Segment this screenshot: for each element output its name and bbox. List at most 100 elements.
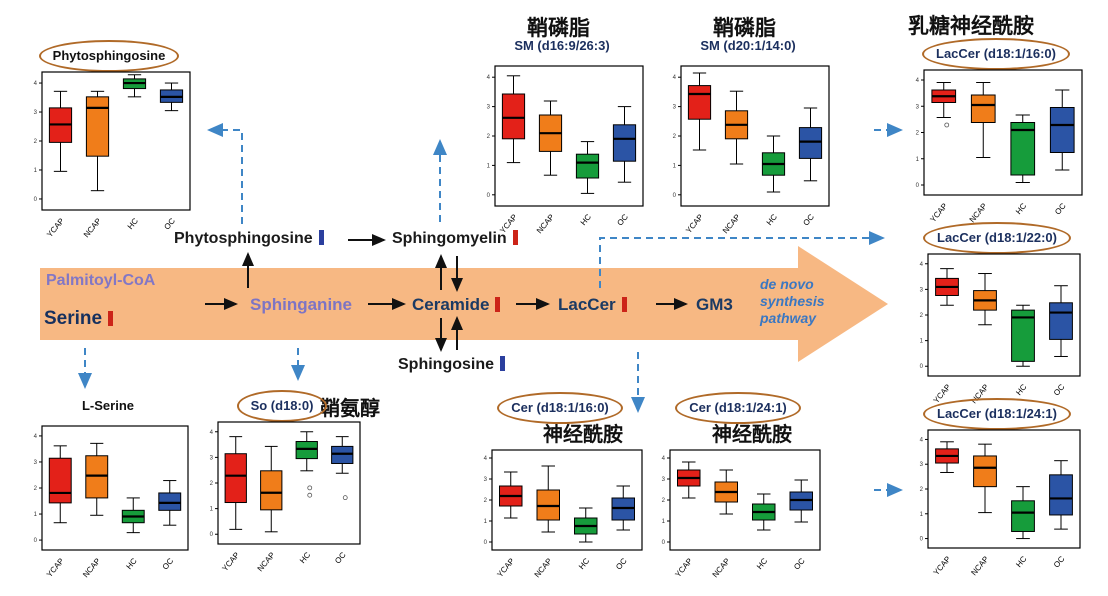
svg-text:NCAP: NCAP bbox=[968, 202, 989, 225]
svg-text:2: 2 bbox=[487, 134, 491, 140]
plot-laccer-16: LacCer (d18:1/16:0) 0 1 2 3 4 YCAP NCAP HC OC bbox=[896, 38, 1096, 244]
svg-text:1: 1 bbox=[920, 512, 924, 518]
svg-text:OC: OC bbox=[801, 212, 816, 227]
plot-title-phytosphingosine: Phytosphingosine bbox=[38, 40, 180, 72]
significance-bar-red-icon bbox=[621, 297, 627, 312]
cn-label-ceramide-2: 神经酰胺 bbox=[712, 422, 792, 446]
significance-bar-blue-icon bbox=[500, 356, 505, 371]
svg-text:NCAP: NCAP bbox=[535, 213, 556, 236]
svg-text:2: 2 bbox=[920, 487, 924, 493]
svg-text:0: 0 bbox=[210, 532, 214, 538]
svg-text:2: 2 bbox=[673, 134, 677, 140]
svg-text:2: 2 bbox=[920, 313, 924, 319]
svg-text:HC: HC bbox=[579, 212, 593, 227]
plot-cer-16: Cer (d18:1/16:0) 0 1 2 3 4 YCAP NCAP HC OC bbox=[468, 392, 652, 596]
svg-text:NCAP: NCAP bbox=[969, 555, 990, 578]
svg-text:1: 1 bbox=[487, 163, 491, 169]
svg-text:NCAP: NCAP bbox=[711, 557, 732, 580]
svg-text:0: 0 bbox=[920, 364, 924, 370]
plot-title-sm-d16: SM (d16:9/26:3) bbox=[514, 38, 610, 53]
svg-text:NCAP: NCAP bbox=[81, 557, 102, 580]
denovo-caption-line1: de novo bbox=[760, 276, 814, 292]
cn-label-sphingosine-alcohol: 鞘氨醇 bbox=[320, 396, 380, 420]
svg-text:3: 3 bbox=[920, 287, 924, 293]
svg-text:HC: HC bbox=[577, 556, 591, 571]
plot-title-l-serine: L-Serine bbox=[81, 398, 134, 413]
sphingomyelin-text: Sphingomyelin bbox=[392, 230, 507, 247]
significance-bar-red-icon bbox=[108, 311, 114, 326]
svg-text:3: 3 bbox=[916, 104, 920, 110]
svg-text:YCAP: YCAP bbox=[684, 213, 705, 235]
svg-text:4: 4 bbox=[34, 81, 38, 87]
svg-text:HC: HC bbox=[1014, 554, 1028, 569]
phytosphingosine-label: Phytosphingosine bbox=[174, 230, 324, 248]
plot-title-cer-24: Cer (d18:1/24:1) bbox=[675, 392, 801, 424]
plot-title-so-d18: So (d18:0) bbox=[236, 390, 328, 422]
svg-text:0: 0 bbox=[484, 540, 488, 546]
svg-text:4: 4 bbox=[34, 434, 38, 440]
plot-title-laccer-16: LacCer (d18:1/16:0) bbox=[922, 38, 1070, 70]
svg-text:4: 4 bbox=[210, 430, 214, 436]
ceramide-label: Ceramide bbox=[412, 295, 501, 315]
svg-text:OC: OC bbox=[792, 556, 807, 571]
svg-text:0: 0 bbox=[662, 540, 666, 546]
svg-text:HC: HC bbox=[765, 212, 779, 227]
laccer-label: LacCer bbox=[558, 295, 627, 315]
svg-text:1: 1 bbox=[916, 157, 920, 163]
significance-bar-red-icon bbox=[512, 230, 518, 245]
svg-text:NCAP: NCAP bbox=[82, 217, 103, 240]
plot-cer-24: Cer (d18:1/24:1) 0 1 2 3 4 YCAP NCAP HC OC bbox=[646, 392, 830, 596]
boxplot-cer-16: 0 1 2 3 4 YCAP NCAP HC OC bbox=[484, 449, 643, 579]
svg-text:1: 1 bbox=[673, 163, 677, 169]
boxplot-sm-d20: 0 1 2 3 4 YCAP NCAP HC OC bbox=[673, 65, 830, 236]
svg-text:OC: OC bbox=[333, 550, 348, 565]
svg-text:4: 4 bbox=[673, 75, 677, 81]
sphingomyelin-label: Sphingomyelin bbox=[392, 230, 518, 248]
svg-text:4: 4 bbox=[920, 262, 924, 268]
denovo-caption-line3: pathway bbox=[760, 310, 817, 326]
svg-text:3: 3 bbox=[34, 460, 38, 466]
svg-text:0: 0 bbox=[916, 183, 920, 189]
svg-text:4: 4 bbox=[662, 456, 666, 462]
svg-text:HC: HC bbox=[1014, 201, 1028, 216]
svg-text:NCAP: NCAP bbox=[256, 551, 277, 574]
cn-label-sphingomyelin-2: 鞘磷脂 bbox=[713, 16, 776, 40]
plot-title-cer-16: Cer (d18:1/16:0) bbox=[497, 392, 623, 424]
svg-text:0: 0 bbox=[34, 538, 38, 544]
svg-text:0: 0 bbox=[673, 193, 677, 199]
svg-text:OC: OC bbox=[1052, 382, 1067, 397]
svg-text:1: 1 bbox=[920, 339, 924, 345]
svg-text:1: 1 bbox=[210, 507, 214, 513]
svg-text:3: 3 bbox=[487, 105, 491, 111]
gm3-label: GM3 bbox=[696, 295, 733, 314]
palmitoyl-coa-label: Palmitoyl-CoA bbox=[46, 272, 156, 289]
svg-text:3: 3 bbox=[34, 110, 38, 116]
svg-text:1: 1 bbox=[34, 168, 38, 174]
plot-phytosphingosine: Phytosphingosine 0 1 2 3 4 YCAP NCAP HC OC bbox=[14, 40, 204, 259]
svg-text:1: 1 bbox=[662, 519, 666, 525]
phytosphingosine-text: Phytosphingosine bbox=[174, 230, 313, 247]
svg-text:4: 4 bbox=[920, 437, 924, 443]
plot-laccer-24: LacCer (d18:1/24:1) 0 1 2 3 4 YCAP NCAP HC OC bbox=[898, 398, 1096, 596]
svg-text:0: 0 bbox=[34, 197, 38, 203]
boxplot-so-d18: 0 1 2 3 4 YCAP NCAP HC OC bbox=[210, 421, 361, 574]
svg-text:OC: OC bbox=[161, 556, 176, 571]
sphingosine-label: Sphingosine bbox=[398, 356, 505, 374]
cn-label-lactosylceramide: 乳糖神经酰胺 bbox=[908, 14, 1034, 38]
plot-title-laccer-22: LacCer (d18:1/22:0) bbox=[923, 222, 1071, 254]
svg-text:2: 2 bbox=[210, 481, 214, 487]
ceramide-text: Ceramide bbox=[412, 295, 490, 314]
svg-text:YCAP: YCAP bbox=[220, 551, 241, 573]
svg-text:NCAP: NCAP bbox=[721, 213, 742, 236]
svg-text:2: 2 bbox=[662, 498, 666, 504]
svg-text:0: 0 bbox=[487, 193, 491, 199]
boxplot-laccer-16: 0 1 2 3 4 YCAP NCAP HC OC bbox=[916, 69, 1083, 225]
plot-sm-d16: SM (d16:9/26:3) 0 1 2 3 4 YCAP NCAP HC OC bbox=[472, 34, 652, 255]
svg-text:OC: OC bbox=[1052, 554, 1067, 569]
svg-text:1: 1 bbox=[34, 512, 38, 518]
boxplot-l-serine: 0 1 2 3 4 YCAP NCAP HC OC bbox=[34, 425, 189, 580]
svg-text:OC: OC bbox=[1053, 201, 1068, 216]
